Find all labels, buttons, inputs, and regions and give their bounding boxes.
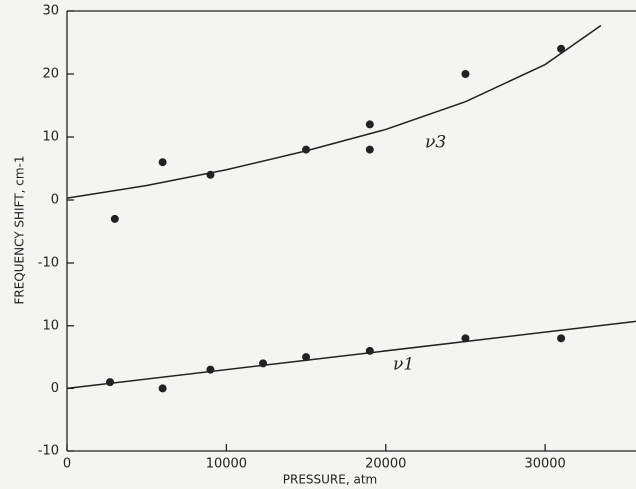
data-point [302, 353, 311, 362]
y-tick-label: -10 [38, 256, 59, 271]
x-tick-label: 30000 [524, 457, 565, 472]
annotation: ν3 [425, 133, 446, 153]
y-axis-label: FREQUENCY SHIFT, cm-1 [13, 155, 27, 304]
x-tick-label: 10000 [206, 457, 247, 472]
x-tick-label: 0 [63, 457, 71, 472]
y-tick-label: 0 [51, 381, 59, 396]
data-point [461, 70, 470, 78]
data-point [365, 145, 374, 154]
data-point [106, 378, 115, 387]
y-tick-label: -10 [38, 444, 59, 459]
y-tick-label: 10 [42, 318, 59, 333]
x-axis-label: PRESSURE, atm [283, 473, 377, 487]
data-point [461, 334, 470, 343]
y-tick-label: 10 [42, 130, 59, 145]
data-point [365, 120, 374, 129]
x-tick-label: 20000 [365, 457, 406, 472]
data-point [557, 44, 566, 53]
annotation: ν1 [393, 355, 414, 375]
fit-line [66, 320, 636, 390]
data-point [158, 158, 167, 167]
data-point [557, 334, 566, 343]
y-tick-label: 20 [42, 67, 59, 82]
fit-line [66, 24, 602, 199]
data-point [110, 214, 119, 223]
data-point [158, 384, 167, 393]
y-tick-label: 30 [42, 4, 59, 19]
y-tick-label: 0 [51, 193, 59, 208]
